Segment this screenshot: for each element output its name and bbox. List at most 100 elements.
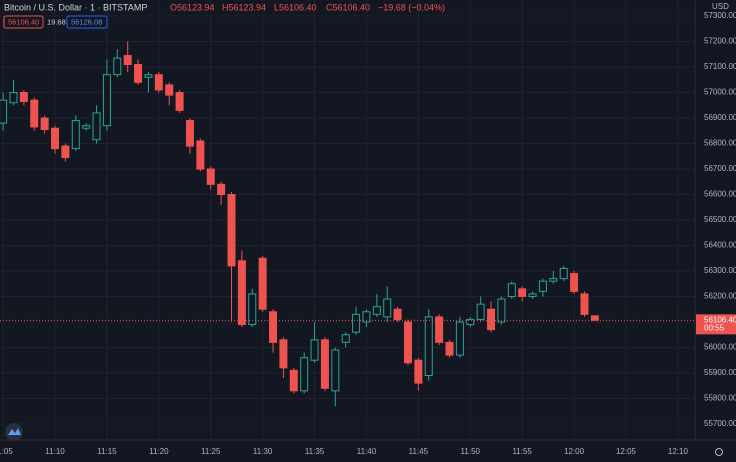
candle-body	[134, 63, 143, 83]
grid	[0, 0, 695, 440]
candle-body	[0, 99, 8, 124]
currency: USD	[712, 2, 729, 11]
candles	[0, 41, 599, 407]
last-price-box	[696, 314, 736, 335]
candle-body	[549, 278, 558, 282]
candle-body	[414, 359, 423, 384]
settings-icon[interactable]	[715, 448, 723, 456]
candle-body	[196, 140, 205, 170]
y-tick-label: 56300.00	[704, 266, 736, 275]
y-tick-label: 56400.00	[704, 241, 736, 250]
y-tick-label: 56700.00	[704, 164, 736, 173]
candle-body	[71, 120, 80, 150]
candle-body	[217, 183, 226, 196]
x-tick-label: 11:20	[149, 447, 169, 456]
candle-body	[61, 145, 70, 159]
candle-body	[227, 194, 236, 267]
y-tick-label: 57100.00	[704, 62, 736, 71]
candle-body	[559, 267, 568, 280]
last-price-label: 56106.40	[704, 315, 736, 324]
candle-body	[403, 321, 412, 364]
x-tick-label: 12:00	[564, 447, 585, 456]
ohlc-open: O56123.94	[170, 2, 215, 12]
x-tick-label: 12:05	[616, 447, 637, 456]
x-tick-label: 11:35	[305, 447, 325, 456]
x-tick-label: 11:45	[409, 447, 429, 456]
x-tick-label: 11:15	[97, 447, 117, 456]
candle-body	[144, 74, 153, 78]
ask-price[interactable]: 56126.08	[71, 17, 102, 26]
y-tick-label: 55900.00	[704, 368, 736, 377]
candle-body	[289, 369, 298, 392]
candle-body	[248, 293, 257, 326]
x-tick-label: 12:10	[668, 447, 689, 456]
candle-body	[30, 99, 39, 128]
candle-body	[51, 127, 60, 150]
candle-body	[570, 273, 579, 292]
candle-body	[538, 280, 547, 292]
x-tick-label: 11:25	[201, 447, 221, 456]
candle-body	[424, 316, 433, 377]
candle-body	[113, 57, 122, 76]
ohlc-low: L56106.40	[274, 2, 317, 12]
candle-body	[165, 84, 174, 96]
candle-body	[372, 306, 381, 315]
x-tick-label: 11:55	[512, 447, 532, 456]
candle-body	[507, 283, 516, 297]
candle-body	[19, 92, 28, 102]
candle-body	[40, 117, 49, 131]
ohlc-high: H56123.94	[222, 2, 266, 12]
x-tick-label: 11:40	[357, 447, 377, 456]
candle-body	[580, 293, 589, 315]
candle-body	[300, 357, 309, 392]
candle-body	[362, 311, 371, 323]
candle-body	[455, 321, 464, 356]
y-tick-label: 57200.00	[704, 37, 736, 46]
candle-body	[435, 316, 444, 343]
y-tick-label: 55800.00	[704, 394, 736, 403]
y-tick-label: 57300.00	[704, 11, 736, 20]
candle-body	[476, 303, 485, 320]
x-tick-label: 11:50	[461, 447, 481, 456]
x-tick-label: 11:05	[0, 447, 13, 456]
candle-body	[82, 125, 91, 129]
y-tick-label: 57000.00	[704, 88, 736, 97]
candle-body	[352, 313, 361, 333]
candle-body	[9, 92, 18, 104]
candle-body	[528, 293, 537, 297]
candle-body	[310, 339, 319, 361]
candle-body	[331, 349, 340, 392]
candle-body	[518, 288, 527, 297]
ask-box[interactable]	[66, 15, 108, 29]
candle-body	[383, 298, 392, 318]
x-tick-label: 11:30	[253, 447, 273, 456]
y-tick-label: 56900.00	[704, 113, 736, 122]
candle-body	[341, 334, 350, 343]
candle-body	[102, 74, 111, 127]
candle-body	[497, 298, 506, 323]
candle-body	[487, 308, 496, 331]
y-tick-label: 55700.00	[704, 419, 736, 428]
candle-body	[154, 74, 163, 91]
candle-body	[269, 311, 278, 343]
countdown: 00:55	[704, 323, 725, 332]
y-tick-label: 56200.00	[704, 292, 736, 301]
bid-box[interactable]	[3, 15, 44, 29]
symbol-title: Bitcoin / U.S. Dollar · 1 · BITSTAMP	[4, 2, 147, 12]
bid-price[interactable]: 56106.40	[8, 17, 39, 26]
spread: 19.68	[47, 17, 66, 26]
y-tick-label: 56500.00	[704, 215, 736, 224]
logo-icon	[8, 428, 21, 435]
candle-body	[320, 339, 329, 389]
x-tick-label: 11:10	[45, 447, 65, 456]
candle-body	[206, 168, 215, 185]
candle-body	[237, 260, 246, 326]
ohlc-close: C56106.40	[326, 2, 370, 12]
candle-body	[175, 92, 184, 111]
y-tick-label: 56600.00	[704, 190, 736, 199]
candle-body	[590, 315, 599, 321]
candle-body	[393, 308, 402, 320]
